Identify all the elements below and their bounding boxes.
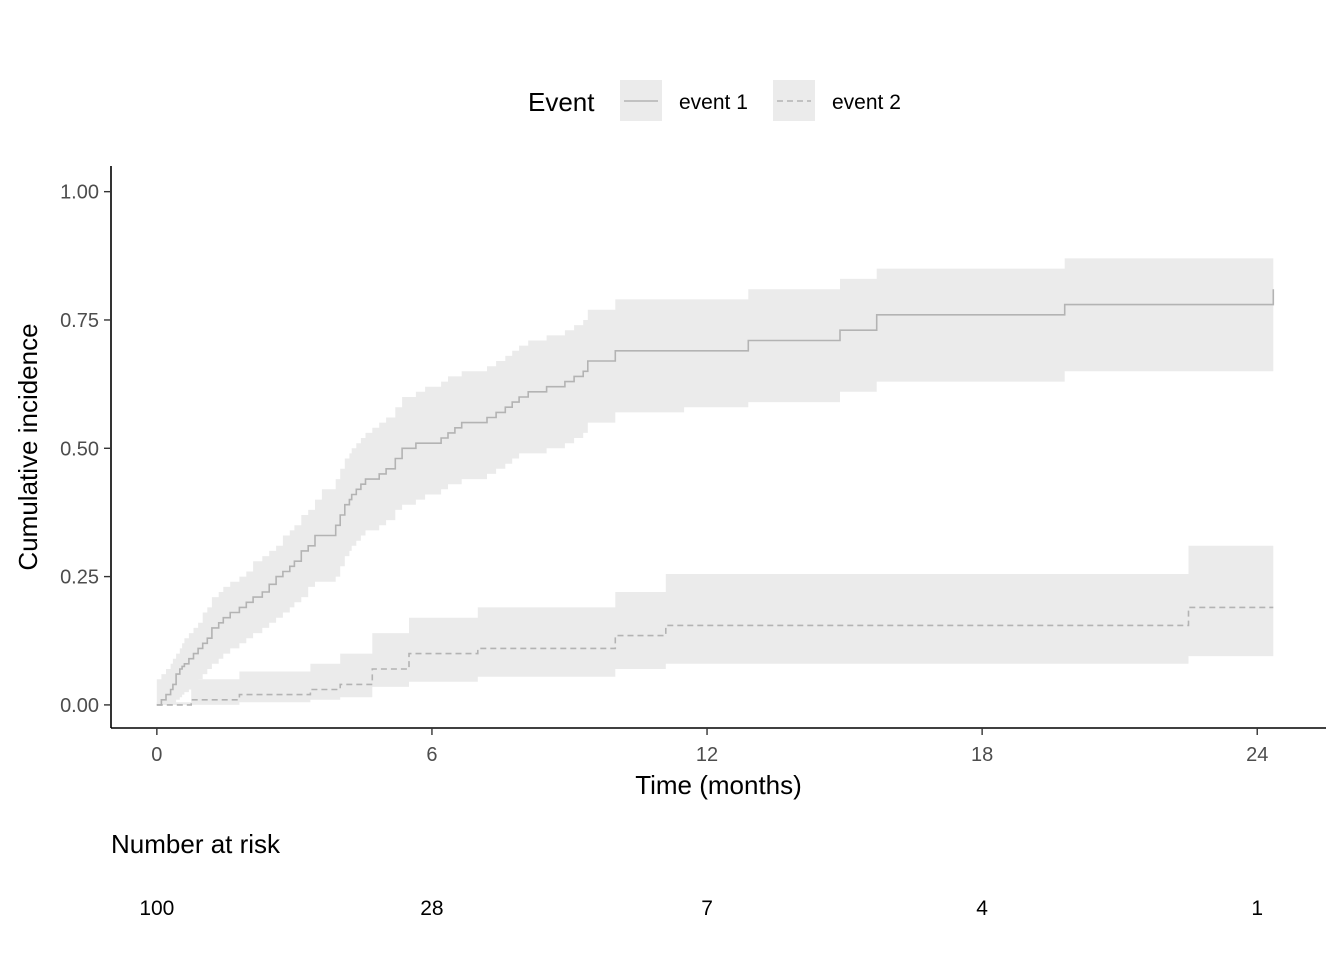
incidence-lines — [156, 289, 1275, 706]
legend-label-event-1: event 1 — [679, 91, 748, 114]
y-tick-label: 0.75 — [60, 310, 99, 332]
confidence-bands — [156, 258, 1274, 705]
legend-label-event-2: event 2 — [832, 91, 901, 114]
ci-band-event-1 — [156, 258, 1274, 705]
risk-count: 7 — [701, 897, 713, 920]
risk-count: 4 — [976, 897, 988, 920]
x-tick-label: 12 — [696, 744, 718, 766]
y-tick-label: 0.25 — [60, 567, 99, 589]
y-axis-title: Cumulative incidence — [13, 323, 43, 570]
risk-count: 100 — [139, 897, 174, 920]
line-event-2 — [156, 606, 1274, 706]
x-tick-label: 18 — [971, 744, 993, 766]
x-tick-label: 0 — [151, 744, 162, 766]
x-axis-title: Time (months) — [635, 770, 802, 800]
risk-count: 28 — [420, 897, 443, 920]
legend: Event event 1 event 2 — [528, 80, 901, 121]
risk-count: 1 — [1251, 897, 1263, 920]
x-tick-label: 6 — [426, 744, 437, 766]
risk-table-title: Number at risk — [111, 829, 281, 859]
x-tick-label: 24 — [1246, 744, 1268, 766]
axes: 0.00 0.25 0.50 0.75 1.00 0 6 12 18 24 Time (months… — [13, 166, 1326, 800]
legend-title: Event — [528, 87, 595, 117]
risk-table: Number at risk 100 28 7 4 1 — [111, 829, 1263, 920]
ci-band-event-2 — [156, 545, 1274, 705]
y-tick-label: 0.00 — [60, 695, 99, 717]
line-event-1 — [156, 289, 1275, 706]
y-tick-label: 1.00 — [60, 182, 99, 204]
y-tick-label: 0.50 — [60, 438, 99, 460]
